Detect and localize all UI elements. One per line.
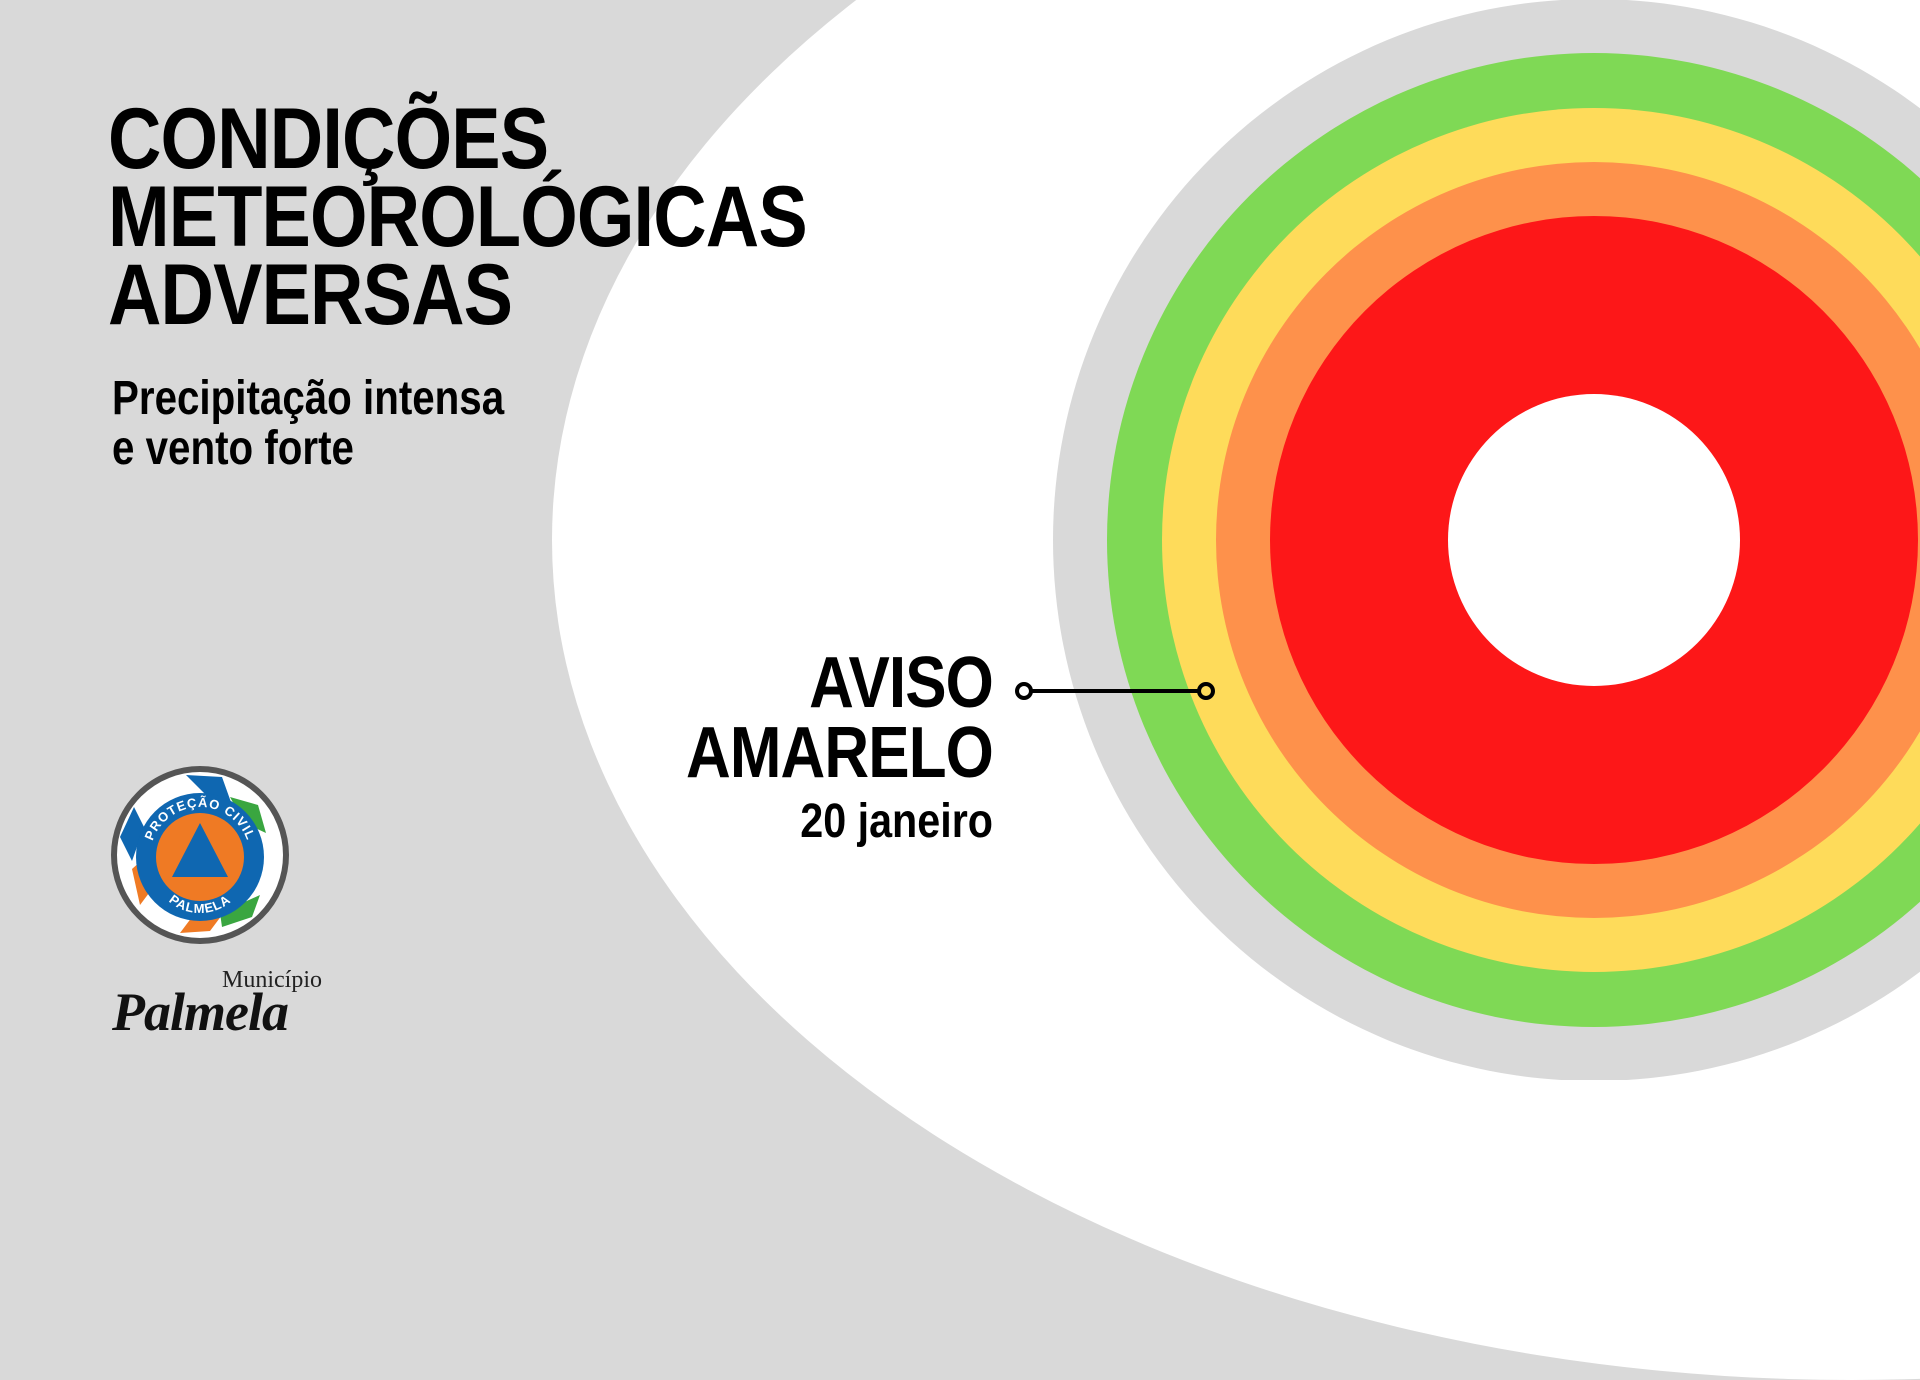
subtitle: Precipitação intensa e vento forte (112, 374, 504, 474)
title-line-3: ADVERSAS (108, 247, 513, 343)
brand-prefix: Município (222, 967, 322, 993)
subtitle-line-1: Precipitação intensa (112, 372, 505, 425)
protecao-civil-logo: PROTEÇÃO CIVIL PALMELA (110, 765, 290, 945)
page-title: CONDIÇÕES METEOROLÓGICAS ADVERSAS (108, 91, 808, 343)
subtitle-line-2: e vento forte (112, 422, 354, 475)
ring-center (1448, 394, 1740, 686)
warning-label: AVISO AMARELO 20 janeiro (636, 643, 994, 850)
warning-level-rings (1053, 0, 1920, 1080)
civil-protection-emblem-icon: PROTEÇÃO CIVIL PALMELA (111, 766, 289, 944)
title-line-1: CONDIÇÕES (108, 91, 549, 187)
brand-name: Palmela (112, 982, 289, 1042)
warning-line-1: AVISO (809, 643, 994, 723)
warning-date: 20 janeiro (800, 795, 993, 848)
title-line-2: METEOROLÓGICAS (108, 169, 808, 265)
warning-line-2: AMARELO (685, 713, 994, 793)
